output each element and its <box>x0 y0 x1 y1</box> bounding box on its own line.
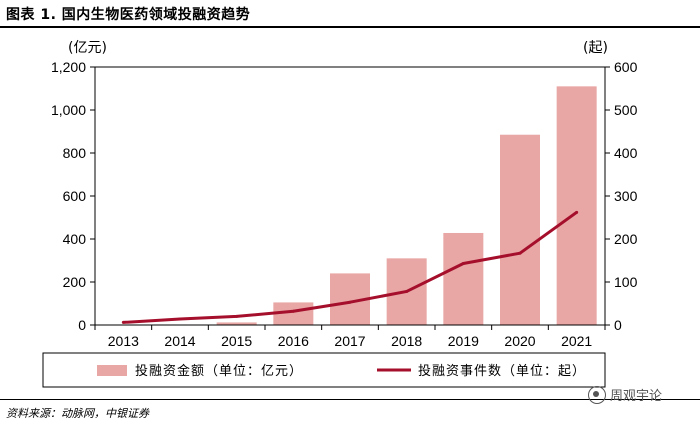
x-tick-label-2014: 2014 <box>164 333 195 349</box>
bar-2015 <box>216 322 257 325</box>
line-point-2019 <box>461 262 465 266</box>
line-point-2016 <box>291 309 295 313</box>
right-tick-label: 0 <box>614 317 622 333</box>
bar-2021 <box>556 86 597 325</box>
x-tick-label-2016: 2016 <box>278 333 309 349</box>
legend-box <box>42 352 606 388</box>
legend-bar-swatch <box>97 365 127 376</box>
bar-2019 <box>443 232 484 325</box>
title-rule <box>0 26 700 28</box>
left-tick-label: 800 <box>63 145 87 161</box>
figure-title: 图表 1. 国内生物医药领域投融资趋势 <box>6 7 251 23</box>
left-tick-label: 600 <box>63 188 87 204</box>
x-tick-label-2015: 2015 <box>221 333 252 349</box>
x-tick-label-2018: 2018 <box>391 333 422 349</box>
line-point-2013 <box>121 320 125 324</box>
legend-line-label: 投融资事件数（单位：起） <box>418 363 586 379</box>
line-point-2020 <box>518 251 522 255</box>
source-note: 资料来源：动脉网，中银证券 <box>6 407 149 420</box>
left-tick-label: 1,000 <box>51 102 86 118</box>
x-tick-label-2019: 2019 <box>448 333 479 349</box>
left-axis-unit: (亿元) <box>68 40 107 56</box>
right-tick-label: 500 <box>614 102 638 118</box>
x-tick-label-2021: 2021 <box>561 333 592 349</box>
left-tick-label: 0 <box>78 317 86 333</box>
left-tick-label: 1,200 <box>51 59 86 75</box>
left-tick-label: 200 <box>63 274 87 290</box>
legend-bar-label: 投融资金额（单位：亿元） <box>135 363 303 379</box>
right-tick-label: 200 <box>614 231 638 247</box>
line-series <box>121 210 579 324</box>
right-tick-label: 400 <box>614 145 638 161</box>
watermark: 周观宇论 <box>588 385 662 404</box>
line-point-2014 <box>178 317 182 321</box>
x-tick-label-2013: 2013 <box>108 333 139 349</box>
line-point-2017 <box>348 300 352 304</box>
x-tick-label-2017: 2017 <box>334 333 365 349</box>
bar-series <box>216 86 597 325</box>
right-tick-label: 100 <box>614 274 638 290</box>
chart-labels: 0 200 400 600 800 1,000 1,200 0 100 200 300 400 500 6… <box>51 40 638 349</box>
line-point-2021 <box>575 210 579 214</box>
x-tick-label-2020: 2020 <box>504 333 535 349</box>
bar-2020 <box>500 134 540 325</box>
left-tick-label: 400 <box>63 231 87 247</box>
wechat-icon <box>588 385 606 404</box>
line-point-2015 <box>235 314 239 318</box>
footer-rule <box>0 399 700 400</box>
right-tick-label: 600 <box>614 59 638 75</box>
watermark-text: 周观宇论 <box>610 389 663 404</box>
right-axis-unit: (起) <box>583 40 608 56</box>
chart-canvas: 0 200 400 600 800 1,000 1,200 0 100 200 300 400 500 6… <box>42 40 638 388</box>
right-tick-label: 300 <box>614 188 638 204</box>
line-point-2018 <box>405 289 409 293</box>
bar-2016 <box>273 302 314 325</box>
chart-legend: 投融资金额（单位：亿元） 投融资事件数（单位：起） <box>42 352 606 388</box>
chart-axes <box>90 66 610 330</box>
